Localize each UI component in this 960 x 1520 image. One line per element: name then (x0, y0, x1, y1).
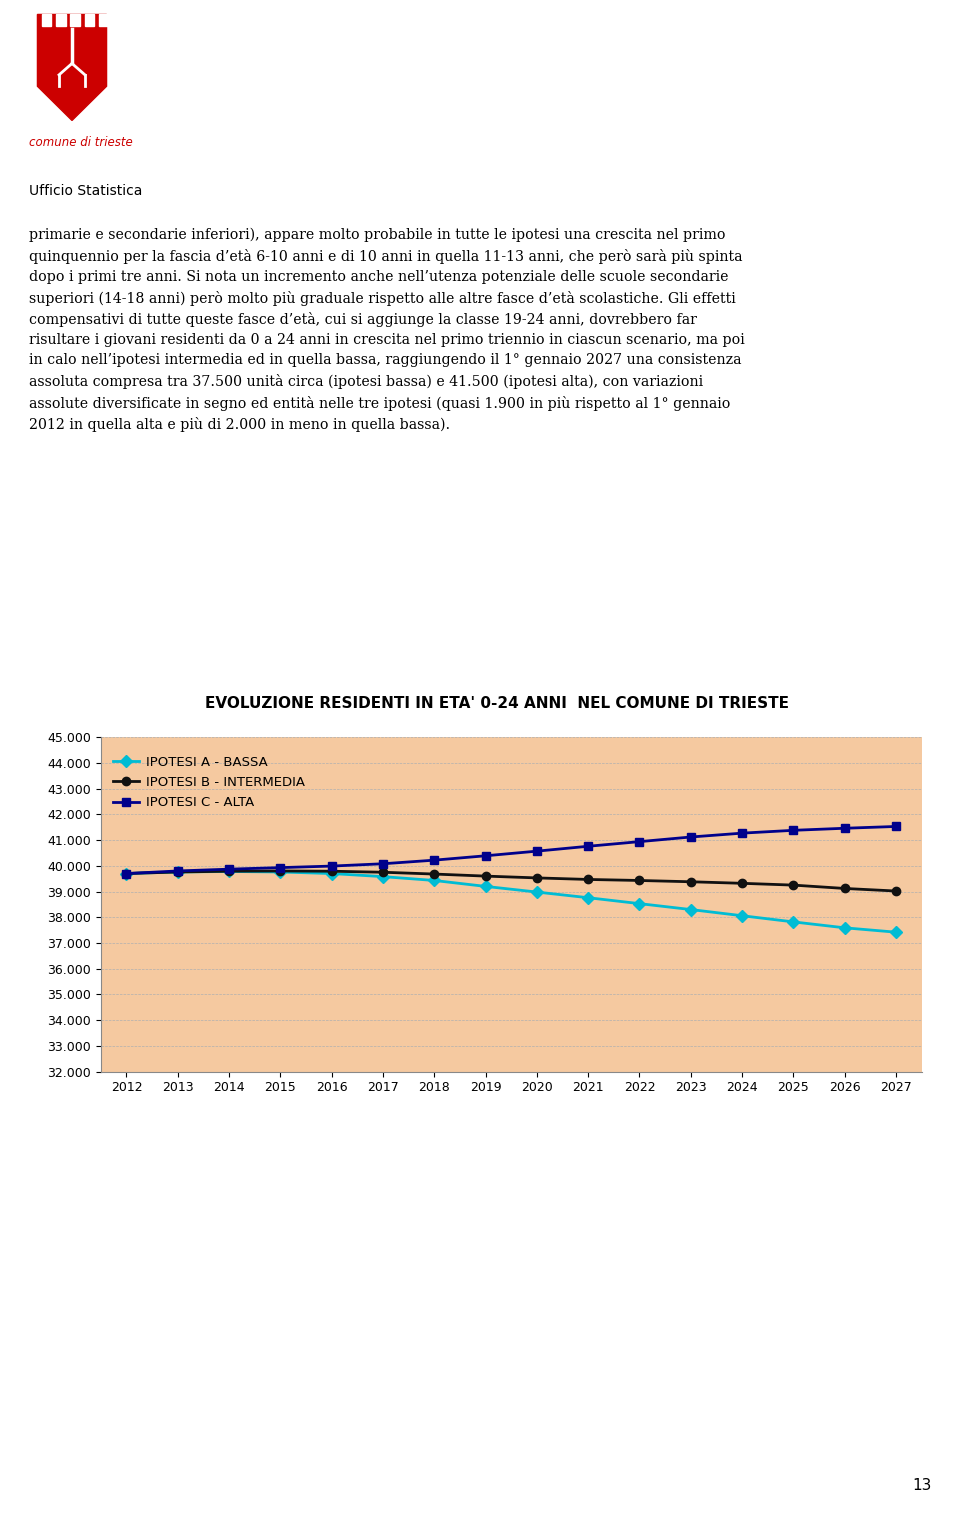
Legend: IPOTESI A - BASSA, IPOTESI B - INTERMEDIA, IPOTESI C - ALTA: IPOTESI A - BASSA, IPOTESI B - INTERMEDI… (108, 751, 310, 815)
Bar (99, 15, 108, 26)
Text: EVOLUZIONE RESIDENTI IN ETA' 0-24 ANNI  NEL COMUNE DI TRIESTE: EVOLUZIONE RESIDENTI IN ETA' 0-24 ANNI N… (204, 696, 789, 711)
Text: 13: 13 (912, 1479, 931, 1493)
Text: Ufficio Statistica: Ufficio Statistica (29, 184, 142, 198)
Bar (42, 15, 51, 26)
Text: Anni  2012-2027 (dati previsti al 1° gennaio): Anni 2012-2027 (dati previsti al 1° genn… (342, 748, 652, 763)
Bar (56, 15, 65, 26)
Text: comune di trieste: comune di trieste (29, 137, 132, 149)
Bar (70, 15, 80, 26)
Bar (84, 15, 94, 26)
Text: primarie e secondarie inferiori), appare molto probabile in tutte le ipotesi una: primarie e secondarie inferiori), appare… (29, 228, 745, 432)
Polygon shape (37, 15, 107, 120)
